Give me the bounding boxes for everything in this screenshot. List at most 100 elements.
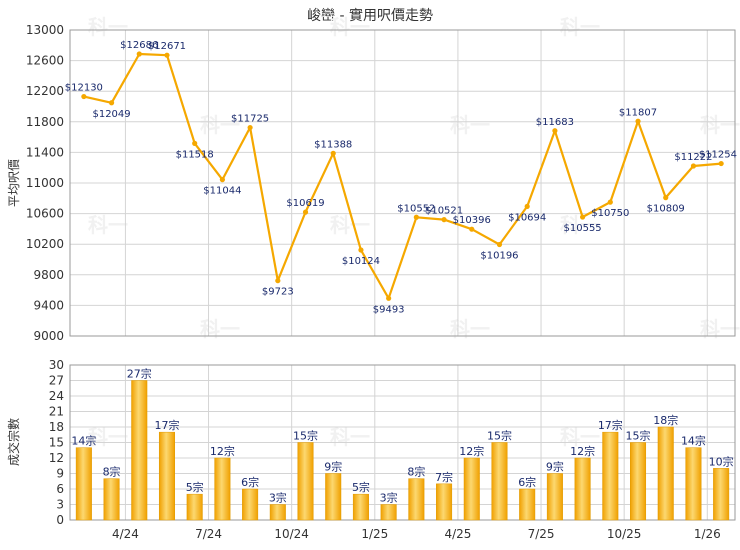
- price-data-label: $11725: [231, 114, 269, 125]
- price-point: [690, 163, 697, 169]
- volume-bar: [657, 426, 674, 521]
- price-point: [607, 199, 613, 205]
- volume-bar-label: 18宗: [653, 413, 678, 427]
- volume-bar: [491, 442, 508, 521]
- price-point: [302, 209, 309, 215]
- volume-y-tick-label: 15: [49, 436, 64, 450]
- volume-y-tick-label: 21: [49, 405, 64, 419]
- volume-y-tick-label: 12: [49, 451, 64, 465]
- volume-bar: [436, 483, 453, 521]
- price-point: [469, 226, 475, 232]
- volume-bar: [214, 457, 231, 521]
- watermark-text: 科一: [88, 425, 128, 449]
- price-point: [108, 100, 115, 106]
- volume-y-tick-label: 6: [56, 482, 64, 496]
- volume-bar-label: 8宗: [103, 465, 121, 479]
- volume-bar-label: 12宗: [570, 444, 595, 458]
- x-tick-label: 7/24: [195, 527, 222, 541]
- watermark-text: 科一: [560, 425, 600, 449]
- price-data-label: $9723: [262, 287, 294, 298]
- volume-bar-label: 10宗: [709, 454, 734, 468]
- price-y-tick-label: 10200: [26, 237, 64, 251]
- price-data-label: $10555: [564, 223, 602, 234]
- price-data-label: $11254: [699, 150, 737, 161]
- volume-bar: [352, 493, 369, 521]
- price-data-label: $10124: [342, 256, 380, 267]
- volume-bar: [242, 488, 259, 521]
- volume-bar: [408, 478, 425, 521]
- price-y-tick-label: 9400: [33, 298, 64, 312]
- price-point: [441, 217, 447, 223]
- price-data-label: $10750: [591, 208, 629, 219]
- price-point: [192, 140, 198, 146]
- price-point: [81, 93, 87, 100]
- price-data-label: $10619: [286, 198, 324, 209]
- price-point: [164, 52, 170, 58]
- watermark-text: 科一: [450, 113, 490, 137]
- price-y-tick-label: 12600: [26, 54, 64, 68]
- price-y-axis-title: 平均呎價: [7, 159, 21, 207]
- volume-y-tick-label: 9: [56, 467, 64, 481]
- volume-bar: [519, 488, 536, 521]
- volume-bar-label: 15宗: [293, 429, 318, 443]
- price-data-label: $11807: [619, 107, 657, 118]
- volume-bar: [463, 457, 480, 521]
- price-y-plot-frame: [69, 29, 736, 337]
- price-point: [247, 124, 253, 131]
- price-point: [413, 214, 419, 220]
- volume-y-axis-title: 成交宗數: [6, 418, 21, 466]
- price-y-tick-label: 11800: [26, 115, 64, 129]
- volume-bar-label: 8宗: [407, 465, 425, 479]
- price-data-label: $9493: [373, 304, 405, 315]
- price-data-label: $12671: [148, 41, 186, 52]
- price-point: [635, 118, 641, 124]
- price-data-label: $10552: [397, 203, 435, 214]
- price-y-tick-label: 11400: [26, 145, 64, 159]
- price-data-label: $12130: [65, 83, 103, 94]
- volume-bar: [325, 473, 342, 521]
- volume-bar-label: 6宗: [241, 475, 259, 489]
- price-y-tick-label: 13000: [26, 23, 64, 37]
- watermark-text: 科一: [450, 317, 490, 341]
- volume-y-tick-label: 24: [49, 389, 64, 403]
- watermark-text: 科一: [330, 425, 370, 449]
- volume-bar-label: 12宗: [459, 444, 484, 458]
- price-point: [358, 247, 364, 253]
- price-data-label: $11222: [674, 152, 712, 163]
- volume-bar: [158, 431, 175, 521]
- volume-bar-label: 6宗: [518, 475, 536, 489]
- volume-bar-label: 27宗: [127, 367, 152, 381]
- volume-y-tick-label: 30: [49, 358, 64, 372]
- volume-bar-label: 15宗: [626, 429, 651, 443]
- price-line: [83, 52, 722, 300]
- volume-bar: [186, 493, 203, 521]
- price-y-tick-label: 12200: [26, 84, 64, 98]
- price-point: [275, 278, 281, 284]
- watermark-text: 科一: [88, 213, 128, 237]
- price-y-tick-label: 9800: [33, 268, 64, 282]
- price-data-label: $10809: [647, 204, 685, 215]
- volume-bar-label: 15宗: [487, 429, 512, 443]
- volume-y-tick-label: 27: [49, 374, 64, 388]
- volume-bar-label: 7宗: [435, 470, 453, 484]
- volume-y-tick-label: 0: [56, 513, 64, 527]
- volume-bar: [546, 473, 563, 521]
- watermark-text: 科一: [88, 15, 128, 39]
- price-chart-grid: [69, 29, 736, 337]
- watermark-text: 科一: [560, 15, 600, 39]
- price-point: [386, 295, 392, 301]
- volume-y-tick-label: 3: [56, 498, 64, 512]
- volume-bar-label: 14宗: [681, 434, 706, 448]
- x-tick-label: 4/24: [112, 527, 139, 541]
- volume-bar-label: 3宗: [380, 491, 398, 505]
- price-data-label: $10196: [480, 251, 518, 262]
- axis-labels: 9000940098001020010600110001140011800122…: [26, 23, 721, 541]
- x-tick-label: 1/25: [361, 527, 388, 541]
- x-tick-label: 4/25: [444, 527, 471, 541]
- volume-bar: [574, 457, 591, 521]
- volume-bar-label: 9宗: [546, 460, 564, 474]
- volume-y-tick-label: 18: [49, 420, 64, 434]
